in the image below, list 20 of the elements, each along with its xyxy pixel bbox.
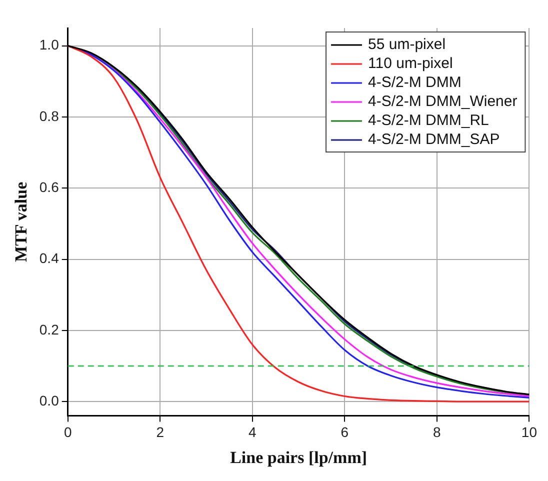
y-tick-label: 0.4 bbox=[39, 250, 60, 266]
x-tick-label: 6 bbox=[340, 424, 349, 440]
x-tick-label: 8 bbox=[433, 424, 442, 440]
y-tick-label: 0.0 bbox=[39, 392, 60, 408]
legend-label: 110 um-pixel bbox=[368, 55, 453, 72]
x-axis-title: Line pairs [lp/mm] bbox=[230, 448, 368, 468]
y-axis-title: MTF value bbox=[12, 181, 31, 262]
y-tick-label: 0.2 bbox=[39, 321, 60, 338]
x-tick-label: 0 bbox=[64, 424, 72, 440]
legend-label: 4-S/2-M DMM_RL bbox=[368, 112, 489, 130]
y-tick-label: 0.6 bbox=[39, 178, 60, 195]
x-tick-label: 4 bbox=[248, 424, 257, 440]
y-tick-label: 0.8 bbox=[39, 108, 60, 124]
legend-label: 4-S/2-M DMM_SAP bbox=[368, 131, 500, 148]
legend-label: 4-S/2-M DMM bbox=[368, 74, 462, 92]
x-tick-label: 2 bbox=[156, 424, 164, 440]
y-tick-label: 1.0 bbox=[39, 36, 60, 53]
legend-label: 55 um-pixel bbox=[368, 36, 446, 54]
legend-label: 4-S/2-M DMM_Wiener bbox=[368, 93, 518, 110]
x-tick-label: 10 bbox=[521, 424, 538, 440]
